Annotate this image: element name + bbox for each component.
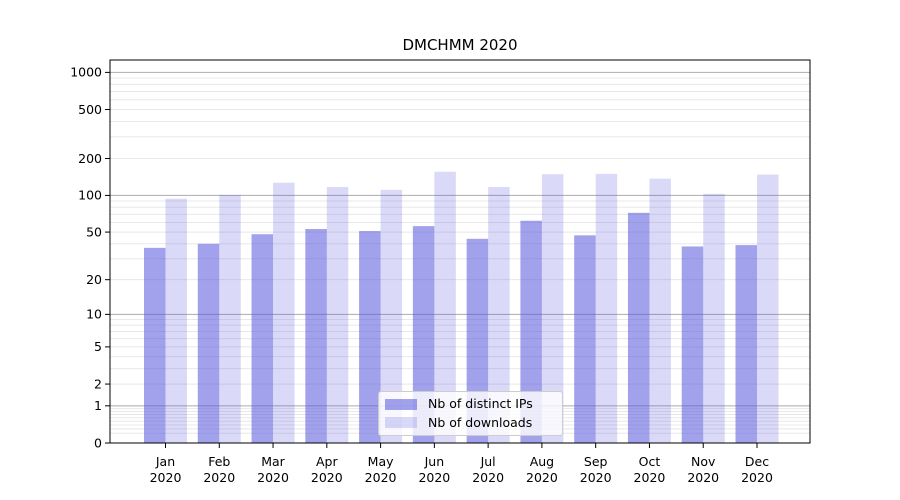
- bar-downloads: [488, 187, 510, 443]
- legend-swatch-distinct-ips: [385, 398, 417, 410]
- x-tick-label: Jun 2020: [418, 454, 450, 485]
- legend: Nb of distinct IPs Nb of downloads: [378, 391, 563, 436]
- y-tick-label: 20: [86, 272, 102, 287]
- y-tick-label: 10: [86, 307, 102, 322]
- bar-distinct-ips: [197, 243, 220, 443]
- bar-downloads: [541, 174, 564, 443]
- legend-label-distinct-ips: Nb of distinct IPs: [428, 396, 533, 411]
- bar-downloads: [165, 198, 187, 443]
- y-tick-label: 100: [78, 188, 102, 203]
- x-tick-label: May 2020: [365, 454, 397, 485]
- x-tick-label: Dec 2020: [741, 454, 773, 485]
- bar-distinct-ips: [681, 246, 704, 443]
- bar-downloads: [380, 189, 403, 443]
- bar-downloads: [595, 173, 618, 443]
- x-tick-label: Jul 2020: [472, 454, 504, 485]
- bar-downloads: [703, 193, 725, 443]
- bar-distinct-ips: [735, 245, 757, 443]
- bar-distinct-ips: [359, 231, 381, 443]
- chart-title: DMCHMM 2020: [402, 36, 518, 54]
- legend-item-distinct-ips: Nb of distinct IPs: [385, 396, 562, 411]
- x-tick-label: Feb 2020: [203, 454, 235, 485]
- x-tick-label: Nov 2020: [687, 454, 719, 485]
- bar-distinct-ips: [520, 220, 542, 443]
- bar-distinct-ips: [305, 229, 327, 443]
- y-tick-label: 1: [94, 398, 102, 413]
- x-tick-label: Apr 2020: [311, 454, 343, 485]
- y-tick-label: 50: [86, 224, 102, 239]
- y-tick-label: 1000: [70, 65, 102, 80]
- plot-frame: [109, 59, 811, 444]
- y-tick-label: 5: [94, 339, 102, 354]
- y-tick-label: 0: [94, 435, 102, 450]
- x-tick-label: Sep 2020: [580, 454, 612, 485]
- x-tick-label: Oct 2020: [634, 454, 666, 485]
- bar-distinct-ips: [144, 247, 166, 443]
- x-tick-label: Mar 2020: [257, 454, 289, 485]
- bar-downloads: [757, 174, 779, 443]
- y-tick-label: 2: [94, 376, 102, 391]
- bar-downloads: [434, 171, 456, 444]
- bar-distinct-ips: [412, 226, 435, 443]
- legend-swatch-downloads: [385, 417, 417, 429]
- bar-distinct-ips: [574, 235, 596, 443]
- bar-downloads: [219, 194, 241, 443]
- bar-downloads: [649, 178, 671, 443]
- bar-distinct-ips: [251, 234, 274, 443]
- x-tick-label: Aug 2020: [526, 454, 558, 485]
- bar-downloads: [326, 187, 349, 443]
- x-tick-label: Jan 2020: [150, 454, 182, 485]
- y-tick-label: 500: [78, 102, 102, 117]
- bar-distinct-ips: [627, 212, 650, 443]
- y-tick-label: 200: [78, 151, 102, 166]
- legend-label-downloads: Nb of downloads: [428, 414, 533, 430]
- bar-downloads: [273, 182, 295, 443]
- legend-item-downloads: Nb of downloads: [385, 414, 562, 430]
